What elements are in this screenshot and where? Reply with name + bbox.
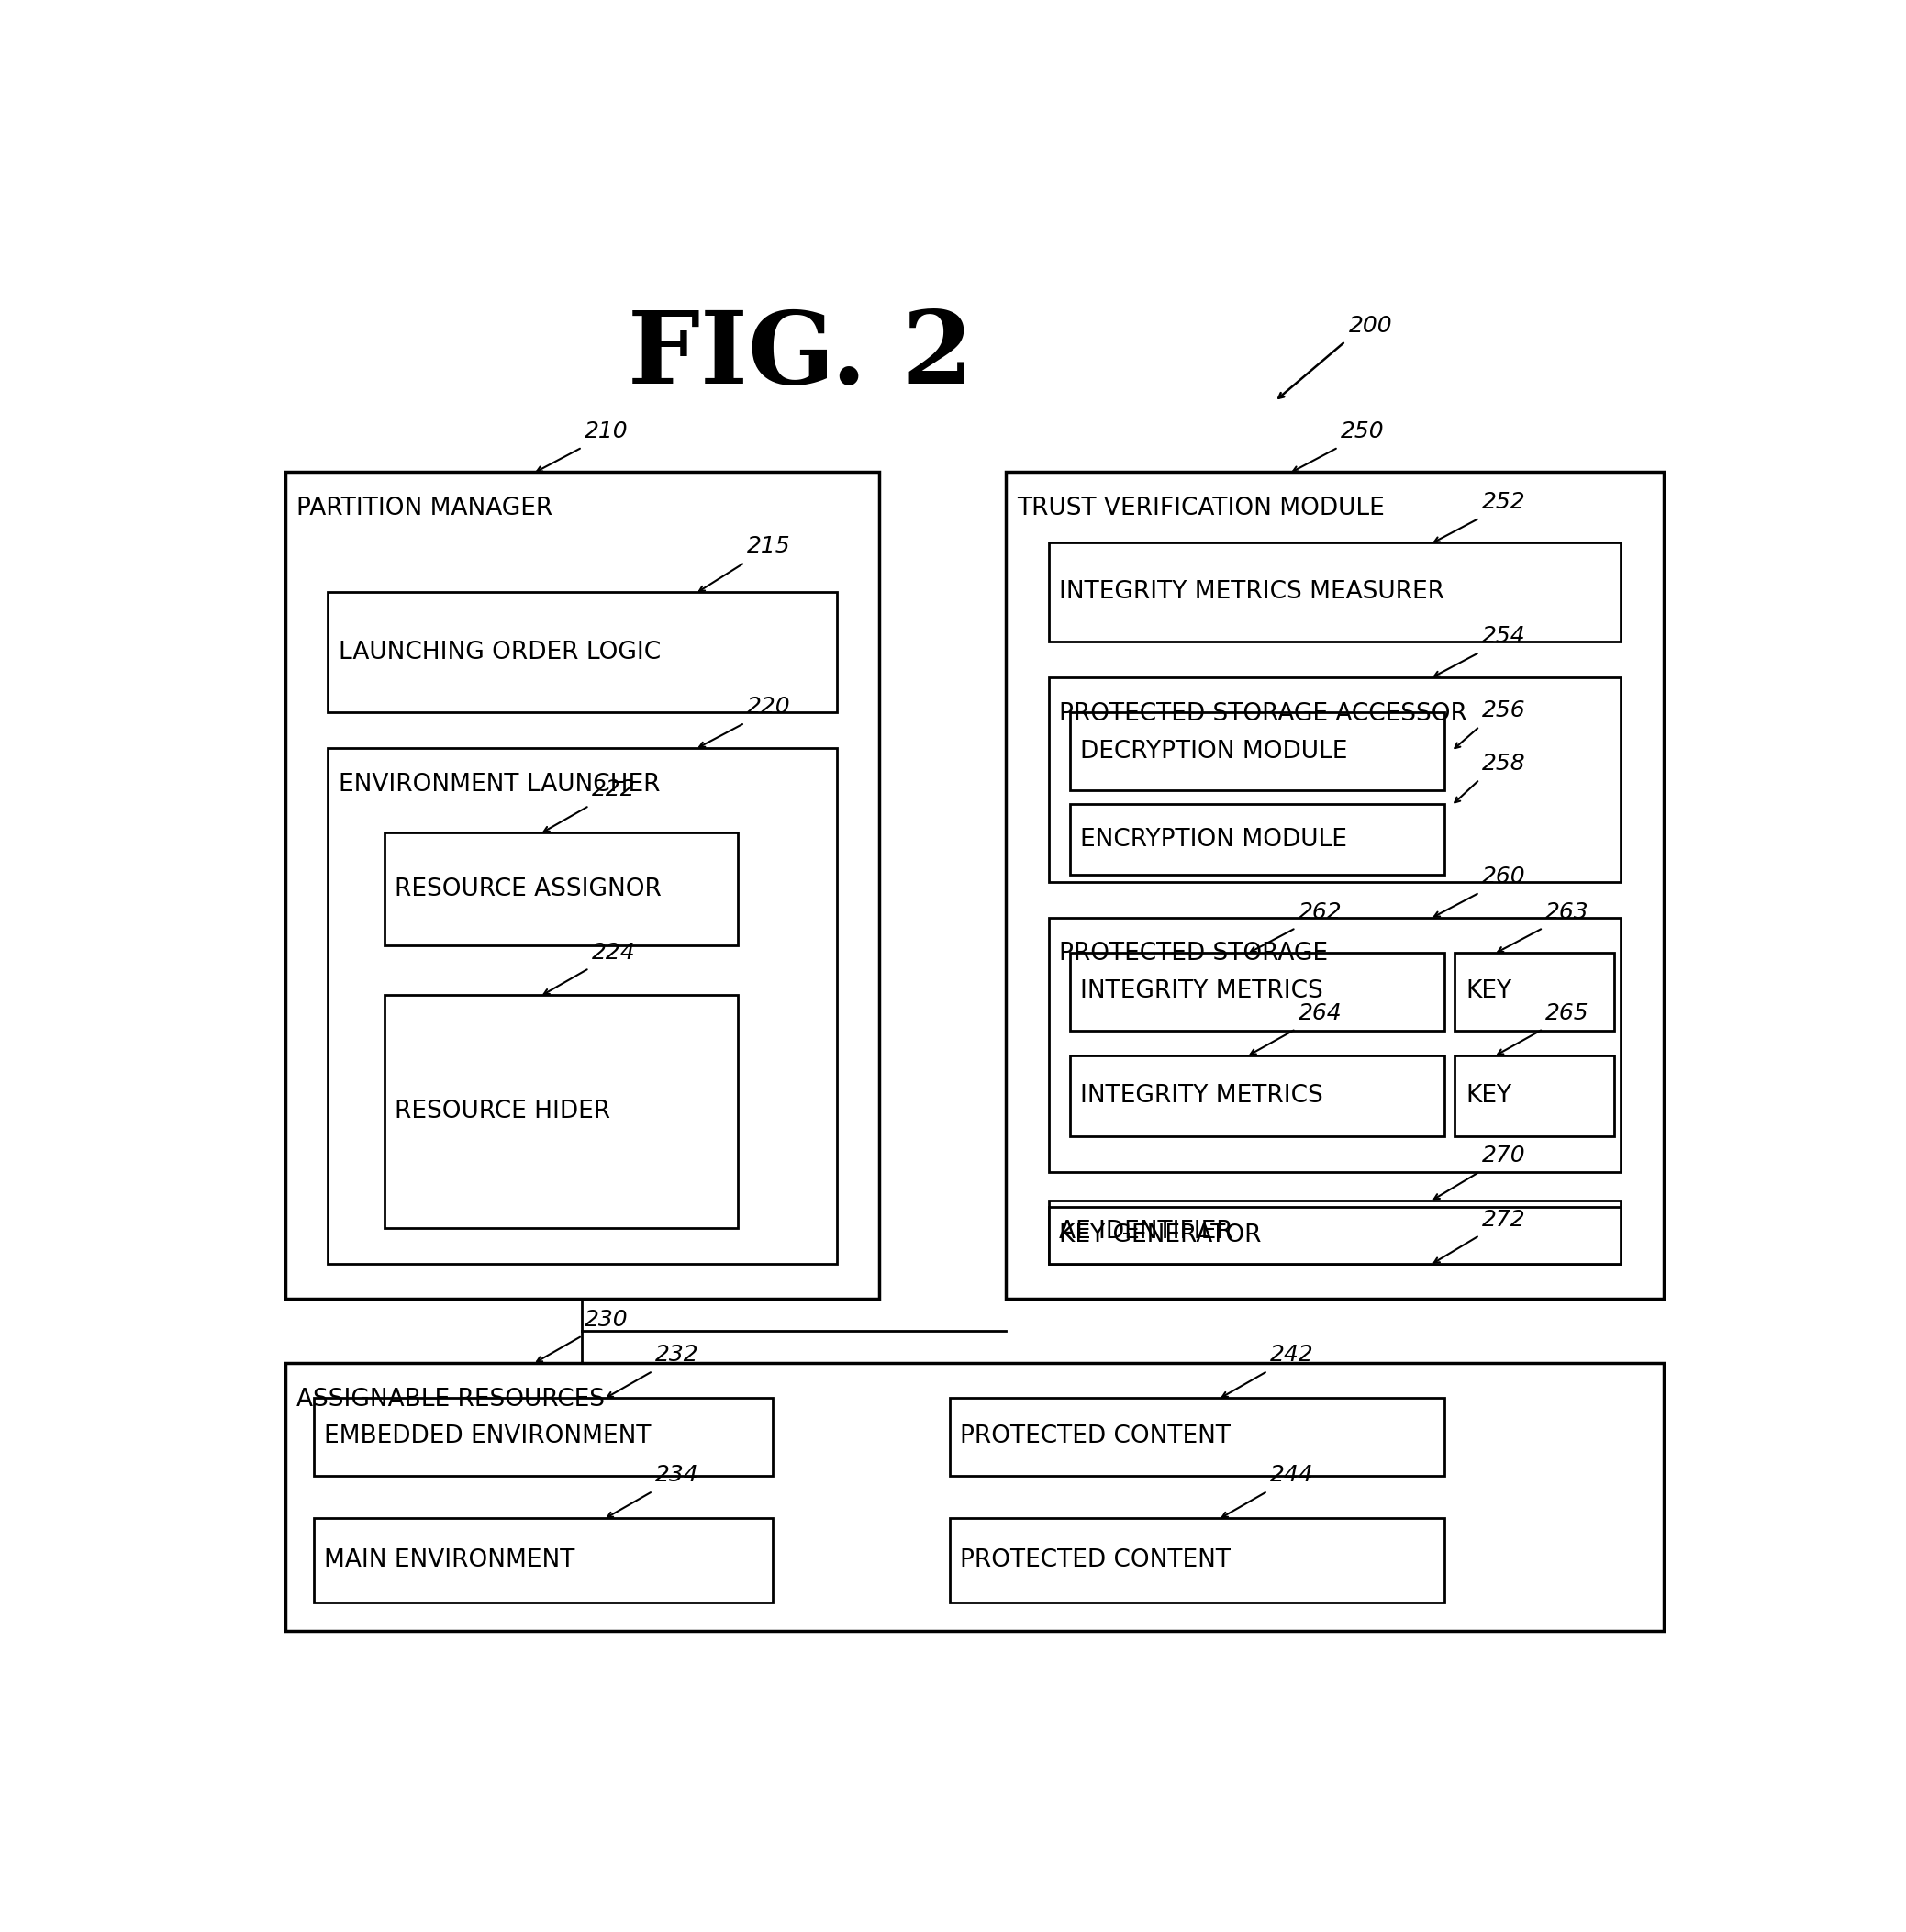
Text: PROTECTED STORAGE ACCESSOR: PROTECTED STORAGE ACCESSOR bbox=[1060, 701, 1468, 726]
Text: 242: 242 bbox=[1269, 1345, 1313, 1366]
Text: LAUNCHING ORDER LOGIC: LAUNCHING ORDER LOGIC bbox=[339, 639, 661, 665]
Text: 263: 263 bbox=[1546, 900, 1590, 923]
Bar bbox=[1048, 918, 1620, 1173]
Text: PARTITION MANAGER: PARTITION MANAGER bbox=[295, 497, 553, 522]
Text: ENCRYPTION MODULE: ENCRYPTION MODULE bbox=[1081, 827, 1348, 852]
Text: INTEGRITY METRICS: INTEGRITY METRICS bbox=[1081, 980, 1323, 1003]
Bar bbox=[1069, 713, 1445, 790]
Text: 262: 262 bbox=[1298, 900, 1342, 923]
Bar bbox=[328, 748, 837, 1264]
Bar bbox=[949, 1519, 1445, 1604]
Bar bbox=[314, 1519, 774, 1604]
Bar bbox=[328, 593, 837, 713]
Text: 200: 200 bbox=[1349, 315, 1393, 336]
Text: KEY: KEY bbox=[1466, 980, 1511, 1003]
Bar bbox=[1069, 952, 1445, 1030]
Text: KEY GENERATOR: KEY GENERATOR bbox=[1060, 1223, 1262, 1248]
Text: 272: 272 bbox=[1481, 1208, 1525, 1231]
Text: 230: 230 bbox=[585, 1308, 627, 1331]
Bar bbox=[1048, 543, 1620, 641]
Bar bbox=[1006, 471, 1664, 1298]
Bar bbox=[1454, 952, 1614, 1030]
Text: INTEGRITY METRICS MEASURER: INTEGRITY METRICS MEASURER bbox=[1060, 580, 1445, 605]
Text: 220: 220 bbox=[747, 696, 791, 719]
Text: 254: 254 bbox=[1481, 626, 1525, 647]
Text: TRUST VERIFICATION MODULE: TRUST VERIFICATION MODULE bbox=[1016, 497, 1384, 522]
Text: 250: 250 bbox=[1340, 421, 1384, 442]
Text: 258: 258 bbox=[1481, 753, 1525, 775]
Bar bbox=[385, 995, 738, 1229]
Text: INTEGRITY METRICS: INTEGRITY METRICS bbox=[1081, 1084, 1323, 1107]
Text: DECRYPTION MODULE: DECRYPTION MODULE bbox=[1081, 740, 1348, 763]
Bar bbox=[286, 1362, 1664, 1631]
Text: 210: 210 bbox=[585, 421, 627, 442]
Bar bbox=[385, 833, 738, 945]
Text: 232: 232 bbox=[656, 1345, 700, 1366]
Bar bbox=[1454, 1055, 1614, 1136]
Bar bbox=[1069, 804, 1445, 875]
Text: 265: 265 bbox=[1546, 1003, 1590, 1024]
Text: EMBEDDED ENVIRONMENT: EMBEDDED ENVIRONMENT bbox=[324, 1426, 652, 1449]
Text: ENVIRONMENT LAUNCHER: ENVIRONMENT LAUNCHER bbox=[339, 773, 659, 796]
Bar bbox=[314, 1399, 774, 1476]
Text: PROTECTED STORAGE: PROTECTED STORAGE bbox=[1060, 943, 1328, 966]
Bar bbox=[1048, 676, 1620, 883]
Text: PROTECTED CONTENT: PROTECTED CONTENT bbox=[961, 1549, 1231, 1573]
Bar bbox=[949, 1399, 1445, 1476]
Text: ASSIGNABLE RESOURCES: ASSIGNABLE RESOURCES bbox=[295, 1387, 604, 1410]
Text: 260: 260 bbox=[1481, 866, 1525, 887]
Text: RESOURCE HIDER: RESOURCE HIDER bbox=[395, 1099, 610, 1124]
Text: 215: 215 bbox=[747, 535, 791, 556]
Text: 244: 244 bbox=[1269, 1464, 1313, 1486]
Bar bbox=[1048, 1200, 1620, 1264]
Text: 222: 222 bbox=[591, 779, 635, 800]
Text: FIG. 2: FIG. 2 bbox=[627, 307, 974, 404]
Text: PROTECTED CONTENT: PROTECTED CONTENT bbox=[961, 1426, 1231, 1449]
Text: RESOURCE ASSIGNOR: RESOURCE ASSIGNOR bbox=[395, 877, 661, 900]
Text: 256: 256 bbox=[1481, 699, 1525, 721]
Text: 252: 252 bbox=[1481, 491, 1525, 514]
Text: AE IDENTIFIER: AE IDENTIFIER bbox=[1060, 1219, 1233, 1244]
Text: 224: 224 bbox=[591, 941, 635, 964]
Bar bbox=[1048, 1208, 1620, 1264]
Bar bbox=[1069, 1055, 1445, 1136]
Text: 270: 270 bbox=[1481, 1146, 1525, 1167]
Text: KEY: KEY bbox=[1466, 1084, 1511, 1107]
Text: 264: 264 bbox=[1298, 1003, 1342, 1024]
Text: MAIN ENVIRONMENT: MAIN ENVIRONMENT bbox=[324, 1549, 576, 1573]
Text: 234: 234 bbox=[656, 1464, 700, 1486]
Bar bbox=[286, 471, 879, 1298]
